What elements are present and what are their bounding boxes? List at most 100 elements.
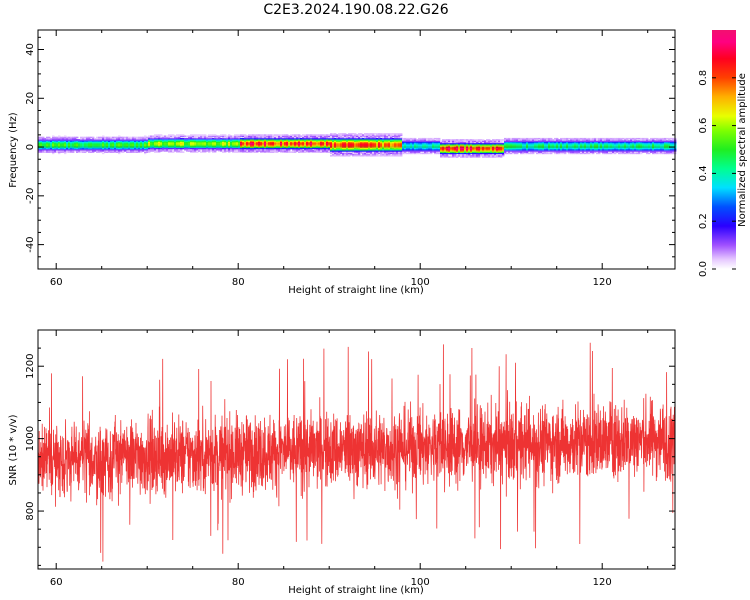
- heatmap-cell: [278, 136, 281, 139]
- heatmap-cell: [516, 147, 519, 150]
- heatmap-cell: [616, 140, 619, 142]
- heatmap-cell: [204, 144, 207, 146]
- heatmap-cell: [354, 141, 357, 144]
- heatmap-cell: [164, 140, 167, 142]
- heatmap-cell: [384, 142, 387, 145]
- heatmap-cell: [450, 148, 453, 151]
- heatmap-cell: [206, 140, 209, 142]
- heatmap-cell: [538, 142, 541, 145]
- heatmap-cell: [632, 140, 635, 142]
- heatmap-cell: [632, 147, 635, 150]
- heatmap-cell: [106, 148, 109, 151]
- heatmap-cell: [222, 139, 225, 141]
- heatmap-cell: [438, 147, 441, 150]
- heatmap-cell: [104, 151, 107, 153]
- heatmap-cell: [274, 137, 277, 140]
- heatmap-cell: [202, 148, 205, 151]
- heatmap-cell: [184, 139, 187, 141]
- heatmap-cell: [178, 151, 181, 153]
- heatmap-cell: [38, 141, 41, 144]
- heatmap-cell: [392, 145, 395, 147]
- heatmap-cell: [338, 142, 341, 145]
- heatmap-cell: [234, 150, 237, 152]
- heatmap-cell: [654, 150, 657, 152]
- heatmap-cell: [546, 148, 549, 151]
- heatmap-cell: [476, 142, 479, 145]
- heatmap-cell: [304, 135, 307, 138]
- heatmap-cell: [348, 144, 351, 146]
- heatmap-cell: [426, 139, 429, 141]
- heatmap-cell: [292, 145, 295, 147]
- heatmap-cell: [42, 144, 45, 146]
- heatmap-cell: [652, 145, 655, 147]
- heatmap-cell: [426, 151, 429, 153]
- heatmap-cell: [130, 142, 133, 145]
- heatmap-cell: [200, 136, 203, 139]
- heatmap-cell: [632, 151, 635, 153]
- heatmap-cell: [140, 148, 143, 151]
- heatmap-cell: [410, 150, 413, 152]
- heatmap-cell: [84, 144, 87, 146]
- heatmap-cell: [164, 150, 167, 152]
- heatmap-cell: [76, 139, 79, 141]
- heatmap-cell: [268, 134, 271, 136]
- heatmap-cell: [668, 142, 671, 145]
- heatmap-cell: [86, 150, 89, 152]
- heatmap-cell: [432, 147, 435, 150]
- heatmap-cell: [610, 148, 613, 151]
- heatmap-cell: [158, 139, 161, 141]
- heatmap-cell: [130, 141, 133, 144]
- heatmap-cell: [572, 147, 575, 150]
- heatmap-cell: [648, 148, 651, 151]
- heatmap-cell: [372, 150, 375, 152]
- heatmap-cell: [268, 140, 271, 142]
- heatmap-cell: [392, 140, 395, 142]
- heatmap-cell: [112, 145, 115, 147]
- heatmap-cell: [222, 137, 225, 140]
- heatmap-cell: [538, 140, 541, 142]
- heatmap-cell: [178, 134, 181, 136]
- heatmap-cell: [322, 137, 325, 140]
- heatmap-cell: [146, 148, 149, 151]
- heatmap-cell: [478, 142, 481, 145]
- heatmap-cell: [506, 137, 509, 140]
- heatmap-cell: [380, 150, 383, 152]
- heatmap-cell: [562, 140, 565, 142]
- heatmap-cell: [434, 148, 437, 151]
- heatmap-cell: [584, 152, 587, 155]
- heatmap-cell: [276, 145, 279, 147]
- heatmap-cell: [234, 134, 237, 136]
- heatmap-cell: [444, 142, 447, 145]
- heatmap-cell: [658, 151, 661, 153]
- heatmap-cell: [378, 144, 381, 146]
- heatmap-cell: [334, 141, 337, 144]
- heatmap-cell: [210, 144, 213, 146]
- heatmap-cell: [172, 137, 175, 140]
- heatmap-cell: [122, 141, 125, 144]
- heatmap-cell: [472, 154, 475, 157]
- heatmap-cell: [432, 140, 435, 142]
- heatmap-cell: [102, 152, 105, 155]
- heatmap-cell: [616, 145, 619, 147]
- heatmap-cell: [322, 147, 325, 150]
- heatmap-cell: [240, 145, 243, 147]
- heatmap-cell: [196, 141, 199, 144]
- heatmap-cell: [298, 139, 301, 141]
- heatmap-cell: [392, 135, 395, 138]
- heatmap-cell: [148, 145, 151, 147]
- heatmap-cell: [516, 151, 519, 153]
- heatmap-cell: [614, 142, 617, 145]
- heatmap-cell: [260, 139, 263, 141]
- heatmap-cell: [324, 145, 327, 147]
- heatmap-cell: [294, 141, 297, 144]
- heatmap-cell: [178, 136, 181, 139]
- heatmap-cell: [484, 156, 487, 158]
- heatmap-cell: [638, 145, 641, 147]
- heatmap-cell: [380, 142, 383, 145]
- heatmap-cell: [106, 150, 109, 152]
- heatmap-cell: [488, 151, 491, 153]
- heatmap-cell: [436, 147, 439, 150]
- heatmap-cell: [562, 141, 565, 144]
- heatmap-cell: [360, 147, 363, 150]
- heatmap-cell: [652, 141, 655, 144]
